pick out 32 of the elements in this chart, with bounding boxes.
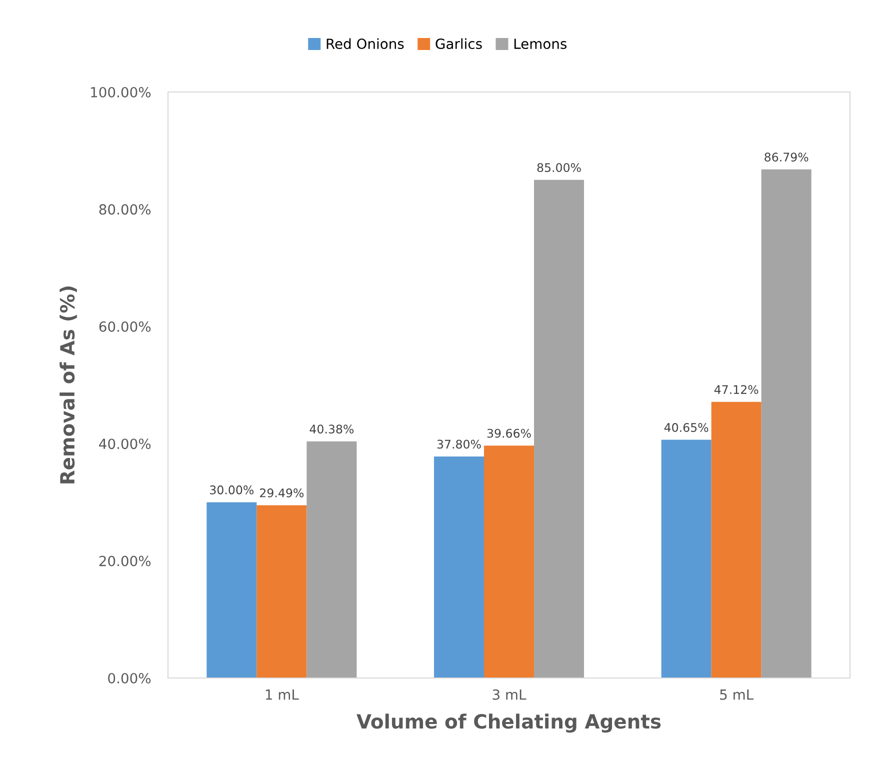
data-label: 30.00% (210, 485, 254, 494)
y-tick-label: 60.00% (99, 321, 151, 332)
bar (306, 441, 357, 678)
legend-label: Lemons (514, 38, 567, 50)
data-label: 47.12% (714, 385, 758, 394)
data-label: 40.65% (664, 423, 708, 432)
bar (256, 505, 307, 678)
data-label: 29.49% (260, 488, 304, 498)
data-label: 86.79% (764, 152, 808, 162)
bar (434, 456, 484, 678)
data-label: 37.80% (437, 440, 481, 449)
x-tick-label: 1 mL (266, 690, 299, 700)
x-tick-label: 5 mL (720, 690, 754, 700)
x-axis-title: Volume of Chelating Agents (356, 714, 661, 733)
y-tick-label: 20.00% (99, 556, 151, 566)
y-tick-label: 80.00% (99, 204, 151, 215)
legend-label: Red Onions (326, 38, 404, 50)
y-axis-title: Removal of As (%) (60, 286, 77, 484)
bar (711, 402, 762, 678)
bar (206, 502, 257, 678)
bar (761, 169, 812, 678)
y-tick-label: 0.00% (108, 672, 151, 684)
bar (534, 180, 584, 678)
legend-label: Garlics (436, 38, 482, 50)
y-tick-label: 40.00% (99, 438, 151, 450)
x-tick-label: 3 mL (492, 689, 526, 700)
data-label: 40.38% (310, 424, 354, 434)
data-label: 85.00% (537, 163, 581, 172)
y-tick-label: 100.00% (91, 86, 151, 98)
data-label: 39.66% (487, 428, 531, 438)
bar (661, 440, 712, 678)
bar (484, 446, 534, 678)
